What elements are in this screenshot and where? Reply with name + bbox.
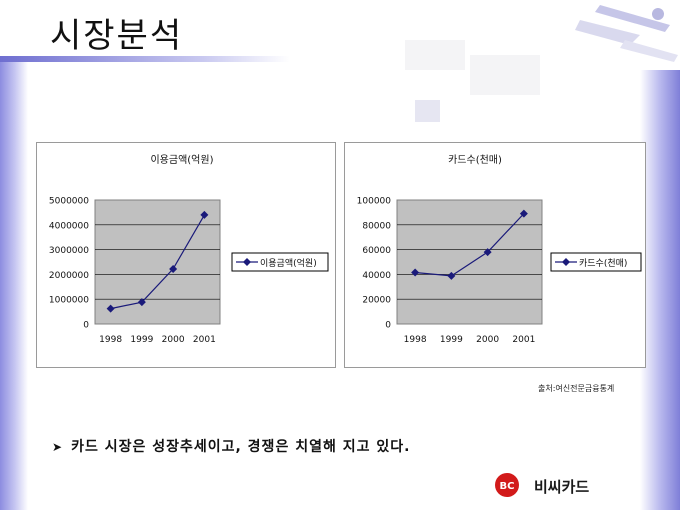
right-decor-band (640, 0, 680, 510)
x-tick-label: 2001 (512, 335, 535, 345)
x-tick-label: 1998 (99, 335, 122, 345)
arrow-bullet-icon: ➤ (52, 440, 64, 454)
data-point (411, 268, 420, 277)
y-tick-label: 3000000 (49, 246, 89, 256)
bullet-text: 카드 시장은 성장추세이고, 경쟁은 치열해 지고 있다. (71, 439, 411, 455)
corner-decor-art (570, 0, 680, 70)
card-count-chart: 카드수(천매) 0 20000 40000 60000 80000 100000 1998… (357, 154, 642, 345)
plot-area (396, 199, 543, 325)
x-tick-label: 2001 (193, 335, 216, 345)
x-tick-label: 1998 (404, 335, 427, 345)
legend-label: 이용금액(억원) (260, 257, 317, 269)
data-point (447, 271, 456, 280)
y-tick-label: 2000000 (49, 271, 89, 281)
bullet-point: ➤ 카드 시장은 성장추세이고, 경쟁은 치열해 지고 있다. (52, 436, 410, 456)
chart-title: 카드수(천매) (448, 154, 502, 166)
decor-block (415, 100, 440, 122)
chart-panel-cards: 카드수(천매) 0 20000 40000 60000 80000 100000 1998… (344, 142, 646, 368)
y-tick-label: 1000000 (49, 296, 89, 306)
legend-box (550, 252, 642, 272)
series-line (110, 214, 205, 310)
source-note: 출처:여신전문금융통계 (538, 384, 615, 393)
data-point (519, 209, 528, 218)
title-underline (0, 56, 290, 62)
bc-logo-icon: BC (495, 473, 519, 497)
data-point (106, 304, 115, 313)
svg-text:BC: BC (500, 481, 515, 492)
decor-block (470, 55, 540, 95)
legend-label: 카드수(천매) (579, 258, 627, 269)
y-tick-label: 5000000 (49, 197, 89, 207)
legend-box (231, 252, 329, 272)
x-tick-label: 1999 (130, 335, 153, 345)
bc-card-logo: BC 비씨카드 (494, 472, 614, 500)
logo-text: 비씨카드 (534, 478, 590, 496)
data-point (483, 248, 492, 257)
y-tick-label: 20000 (362, 296, 391, 306)
chart-panel-usage: 이용금액(억원) 0 1000000 2000000 3000000 4000000 50… (36, 142, 336, 368)
x-tick-label: 2000 (476, 335, 499, 345)
y-tick-label: 100000 (357, 197, 392, 207)
legend-marker (562, 258, 570, 266)
x-tick-label: 2000 (162, 335, 185, 345)
y-tick-label: 60000 (362, 246, 391, 256)
y-tick-label: 0 (83, 321, 89, 331)
y-tick-label: 0 (385, 321, 391, 331)
y-tick-label: 4000000 (49, 221, 89, 231)
decor-block (405, 40, 465, 70)
data-point (169, 264, 178, 273)
data-point (200, 210, 209, 219)
series-line (415, 213, 525, 277)
left-decor-band (0, 60, 28, 510)
plot-area (94, 199, 221, 325)
usage-amount-chart: 이용금액(억원) 0 1000000 2000000 3000000 4000000 50… (49, 154, 329, 345)
page-title: 시장분석 (50, 16, 184, 56)
legend-marker (243, 258, 251, 266)
data-point (137, 298, 146, 307)
y-tick-label: 80000 (362, 221, 391, 231)
x-tick-label: 1999 (440, 335, 463, 345)
y-tick-label: 40000 (362, 271, 391, 281)
chart-title: 이용금액(억원) (150, 154, 213, 166)
